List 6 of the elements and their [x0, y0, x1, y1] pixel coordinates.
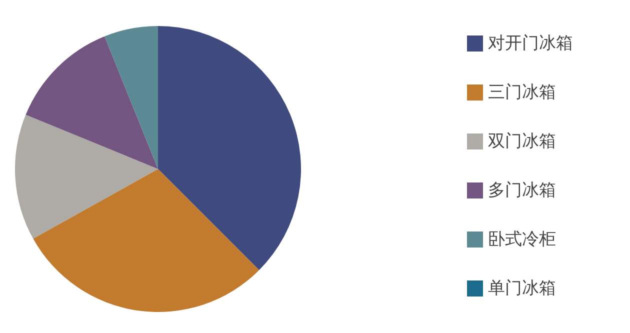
legend-label: 卧式冷柜 — [488, 230, 556, 250]
legend-label: 双门冰箱 — [488, 132, 556, 152]
legend-label: 三门冰箱 — [488, 82, 556, 102]
legend-label: 多门冰箱 — [488, 180, 556, 200]
legend-label: 对开门冰箱 — [488, 34, 573, 54]
legend-label: 单门冰箱 — [488, 278, 556, 298]
